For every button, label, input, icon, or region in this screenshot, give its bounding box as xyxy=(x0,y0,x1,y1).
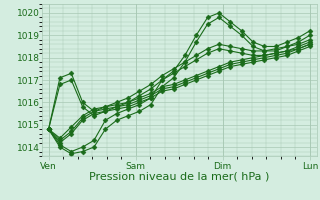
X-axis label: Pression niveau de la mer( hPa ): Pression niveau de la mer( hPa ) xyxy=(89,172,269,182)
